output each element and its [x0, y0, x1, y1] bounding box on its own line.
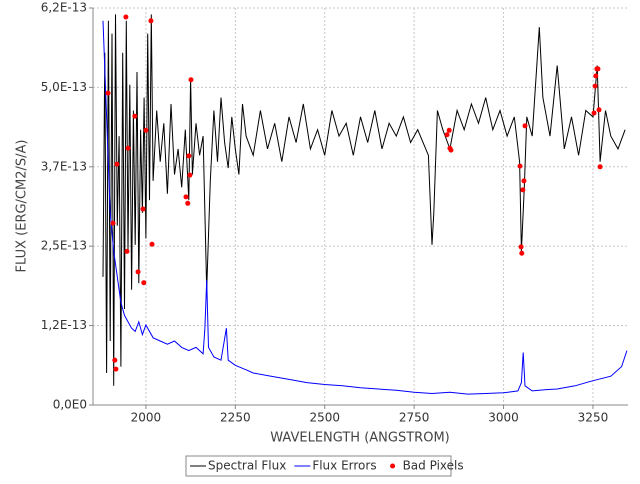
y-tick-label: 6,2E-13: [41, 1, 87, 15]
legend-label: Spectral Flux: [208, 459, 286, 473]
bad-pixel: [520, 187, 526, 193]
bad-pixel: [132, 113, 138, 119]
bad-pixel: [125, 145, 131, 151]
y-axis-title: FLUX (ERG/CM2/S/A): [15, 140, 30, 273]
bad-pixel: [143, 127, 149, 133]
bad-pixel: [448, 147, 454, 153]
plot-area: [93, 8, 628, 405]
bad-pixel: [595, 66, 601, 72]
bad-pixel: [112, 357, 118, 363]
bad-pixel: [124, 248, 130, 254]
x-axis-title: WAVELENGTH (ANGSTROM): [270, 431, 449, 446]
bad-pixel: [518, 244, 524, 250]
x-tick-label: 2500: [309, 411, 340, 425]
bad-pixel: [187, 172, 193, 178]
bad-pixel: [521, 178, 527, 184]
y-tick-label: 2,5E-13: [41, 239, 87, 253]
bad-pixel: [522, 123, 528, 129]
bad-pixel: [149, 241, 155, 247]
bad-pixel: [592, 83, 598, 89]
x-tick-label: 2750: [399, 411, 430, 425]
bad-pixel: [593, 73, 599, 79]
y-tick-label: 3,7E-13: [41, 159, 87, 173]
legend-marker: [390, 463, 396, 469]
x-tick-label: 3000: [488, 411, 519, 425]
bad-pixel: [517, 163, 523, 169]
y-tick-label: 1,2E-13: [41, 318, 87, 332]
x-tick-label: 2000: [131, 411, 162, 425]
bad-pixel: [444, 132, 450, 138]
bad-pixel: [596, 107, 602, 113]
bad-pixel: [446, 127, 452, 133]
y-tick-label: 5,0E-13: [41, 80, 87, 94]
bad-pixel: [188, 77, 194, 83]
x-tick-label: 2250: [220, 411, 251, 425]
bad-pixel: [183, 194, 189, 200]
legend-label: Flux Errors: [312, 459, 376, 473]
bad-pixel: [597, 164, 603, 170]
bad-pixel: [519, 250, 525, 256]
series-line: [102, 20, 628, 395]
legend: [185, 455, 452, 477]
bad-pixel: [113, 366, 119, 372]
bad-pixel: [123, 14, 129, 20]
legend-label: Bad Pixels: [403, 459, 464, 473]
bad-pixel: [105, 90, 111, 96]
bad-pixel: [148, 18, 154, 24]
bad-pixel: [186, 153, 192, 159]
series-line: [102, 14, 626, 386]
bad-pixel: [114, 161, 120, 167]
bad-pixel: [110, 220, 116, 226]
bad-pixel: [591, 110, 597, 116]
x-tick-label: 3250: [578, 411, 609, 425]
bad-pixel: [141, 280, 147, 286]
bad-pixel: [185, 200, 191, 206]
bad-pixel: [140, 206, 146, 212]
y-tick-label: 0,0E0: [53, 398, 87, 412]
bad-pixel: [135, 269, 141, 275]
